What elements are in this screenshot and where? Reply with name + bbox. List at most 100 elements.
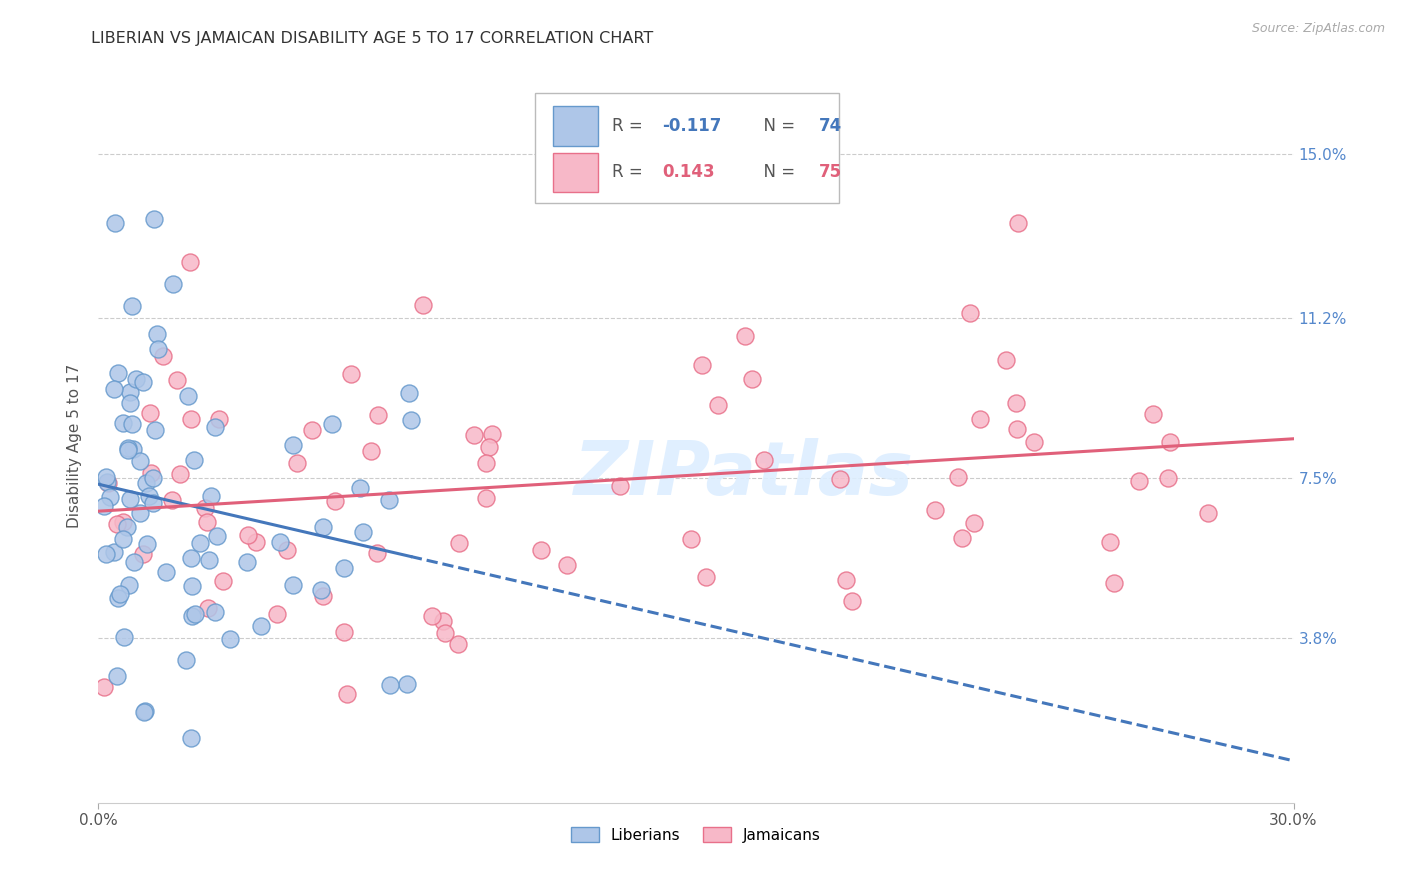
Point <box>112 532 135 546</box>
Point <box>1007 216 1029 230</box>
Point <box>352 524 374 539</box>
Point <box>104 216 127 230</box>
Point <box>181 608 204 623</box>
Point <box>301 423 323 437</box>
Text: Source: ZipAtlas.com: Source: ZipAtlas.com <box>1251 22 1385 36</box>
FancyBboxPatch shape <box>553 153 598 192</box>
Point <box>204 605 226 619</box>
Point <box>283 438 305 452</box>
Point <box>176 653 198 667</box>
Point <box>111 417 134 431</box>
Point <box>176 389 198 403</box>
Point <box>339 367 361 381</box>
Point <box>118 577 141 591</box>
Point <box>681 532 703 546</box>
Point <box>236 528 259 542</box>
Point <box>107 591 129 605</box>
Point <box>208 411 231 425</box>
Text: 0.143: 0.143 <box>662 163 716 181</box>
Text: N =: N = <box>754 117 800 135</box>
Point <box>166 373 188 387</box>
Point <box>399 412 422 426</box>
Point <box>835 573 858 587</box>
Point <box>134 704 156 718</box>
Legend: Liberians, Jamaicans: Liberians, Jamaicans <box>565 821 827 848</box>
Point <box>120 492 142 507</box>
Point <box>180 731 202 746</box>
Point <box>121 417 143 431</box>
Point <box>924 502 946 516</box>
Point <box>948 470 970 484</box>
Point <box>197 553 219 567</box>
Point <box>134 705 156 719</box>
Point <box>103 382 125 396</box>
Point <box>1159 435 1181 450</box>
Point <box>105 669 128 683</box>
Point <box>138 489 160 503</box>
Point <box>311 520 333 534</box>
Point <box>141 467 163 481</box>
Point <box>195 515 218 529</box>
Point <box>128 454 150 468</box>
Point <box>285 456 308 470</box>
Point <box>555 558 578 573</box>
Point <box>121 299 143 313</box>
Point <box>200 489 222 503</box>
Point <box>1197 506 1219 520</box>
Point <box>994 352 1017 367</box>
Point <box>959 306 981 320</box>
Point <box>609 479 631 493</box>
Point <box>152 349 174 363</box>
Point <box>360 443 382 458</box>
Point <box>112 630 135 644</box>
Point <box>321 417 343 431</box>
Point <box>950 531 973 545</box>
Point <box>309 582 332 597</box>
Text: -0.117: -0.117 <box>662 117 721 135</box>
Point <box>96 475 118 490</box>
Point <box>378 678 401 692</box>
Point <box>283 578 305 592</box>
Point <box>367 409 389 423</box>
Text: ZIPatlas: ZIPatlas <box>574 438 914 511</box>
Point <box>478 440 501 454</box>
FancyBboxPatch shape <box>553 106 598 145</box>
Point <box>155 565 177 579</box>
Point <box>377 493 399 508</box>
Point <box>420 609 443 624</box>
Point <box>969 412 991 426</box>
Point <box>188 535 211 549</box>
Point <box>333 561 356 575</box>
Point <box>98 490 121 504</box>
Point <box>180 579 202 593</box>
Point <box>1004 396 1026 410</box>
Point <box>148 342 170 356</box>
Point <box>184 607 207 621</box>
Point <box>180 412 202 426</box>
Text: 75: 75 <box>820 163 842 181</box>
Point <box>1128 474 1150 488</box>
Point <box>366 546 388 560</box>
Point <box>463 427 485 442</box>
Point <box>398 386 420 401</box>
Point <box>143 211 166 226</box>
Point <box>1022 434 1045 449</box>
Point <box>1157 470 1180 484</box>
Point <box>250 619 273 633</box>
Point <box>1098 534 1121 549</box>
Point <box>841 594 863 608</box>
Point <box>481 427 503 442</box>
Point <box>205 529 228 543</box>
Point <box>204 419 226 434</box>
Point <box>169 467 191 481</box>
Y-axis label: Disability Age 5 to 17: Disability Age 5 to 17 <box>67 364 83 528</box>
Point <box>105 516 128 531</box>
Point <box>474 456 496 470</box>
Point <box>115 520 138 534</box>
Point <box>349 481 371 495</box>
Point <box>125 372 148 386</box>
Point <box>118 384 141 399</box>
Point <box>96 548 118 562</box>
Point <box>412 298 434 312</box>
Point <box>142 470 165 484</box>
